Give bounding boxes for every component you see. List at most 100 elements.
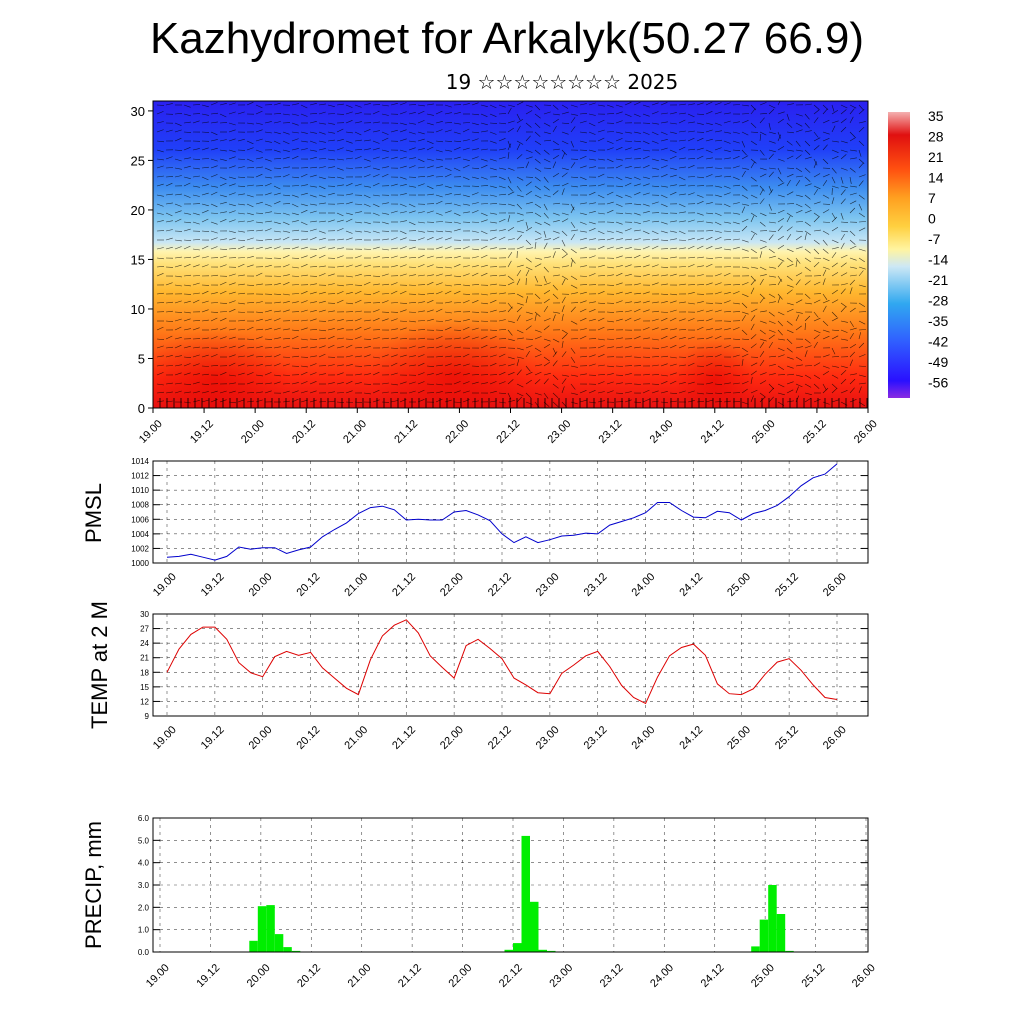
wind-barb (849, 332, 854, 340)
wind-barb (714, 194, 722, 198)
wind-barb (498, 176, 506, 180)
wind-barb (462, 164, 470, 169)
wind-barb (408, 112, 416, 115)
wind-barb (597, 212, 605, 215)
chart-subtitle: 19 ☆☆☆☆☆☆☆☆ 2025 (445, 70, 679, 94)
wind-barb (480, 230, 488, 235)
wind-barb (768, 212, 777, 214)
wind-barb (795, 167, 803, 173)
wind-barb (759, 342, 765, 349)
wind-barb (480, 272, 488, 277)
wind-barb (723, 328, 731, 331)
wind-barb (858, 329, 867, 331)
wind-barb (408, 381, 416, 385)
wind-barb (408, 246, 416, 250)
wind-barb (624, 238, 632, 241)
wind-barb (381, 202, 389, 205)
wind-barb (723, 365, 731, 368)
wind-barb (849, 257, 857, 261)
wind-barb (741, 203, 749, 206)
wind-barb (759, 338, 767, 342)
x-tick-label: 20.12 (294, 724, 322, 752)
wind-barb (696, 274, 704, 277)
wind-barb (408, 165, 416, 169)
wind-barb (552, 236, 560, 241)
precip-axis-label: PRECIP, mm (81, 821, 106, 949)
wind-barb (804, 233, 807, 241)
wind-barb (660, 311, 669, 313)
wind-barb (237, 292, 246, 295)
wind-barb (651, 245, 659, 250)
y-tick-label: 9 (145, 712, 150, 721)
wind-barb (255, 356, 264, 358)
wind-barb (705, 318, 713, 322)
wind-barb (354, 211, 362, 214)
wind-barb (777, 320, 784, 327)
wind-barb (525, 325, 532, 331)
wind-barb (678, 390, 686, 394)
wind-barb (516, 302, 524, 306)
wind-barb (498, 329, 507, 331)
wind-barb (156, 326, 164, 331)
wind-barb (552, 251, 556, 259)
x-tick-label: 26.00 (852, 418, 880, 446)
wind-barb (417, 230, 425, 233)
wind-barb (417, 301, 425, 304)
wind-barb (786, 257, 793, 263)
wind-barb (489, 194, 497, 197)
wind-barb (741, 239, 749, 243)
wind-barb (498, 371, 506, 376)
wind-barb (786, 329, 794, 334)
x-tick-label: 23.00 (547, 962, 575, 990)
wind-barb (669, 392, 678, 394)
wind-barb (408, 221, 416, 226)
wind-barb (732, 327, 740, 331)
wind-barb (525, 161, 530, 169)
wind-barb (840, 189, 846, 196)
wind-barb (327, 149, 335, 152)
wind-barb (714, 130, 722, 133)
wind-barb (417, 237, 425, 241)
colorbar-label: -28 (928, 293, 948, 309)
wind-barb (606, 274, 614, 277)
wind-barb (336, 203, 345, 205)
wind-barb (615, 238, 623, 241)
wind-barb (462, 246, 470, 250)
wind-barb (489, 221, 497, 224)
wind-barb (462, 353, 470, 358)
wind-barb (237, 138, 245, 142)
wind-barb (219, 122, 228, 124)
wind-barb (363, 148, 371, 151)
wind-barb (363, 275, 372, 277)
wind-barb (813, 383, 820, 389)
wind-barb (507, 252, 513, 259)
wind-barb (390, 156, 398, 160)
wind-barb (777, 167, 782, 175)
wind-barb (660, 165, 668, 169)
wind-barb (786, 284, 794, 288)
temp-frame (152, 613, 869, 717)
wind-barb (795, 311, 803, 314)
wind-barb (255, 149, 263, 153)
wind-barb (678, 130, 686, 133)
wind-barb (345, 264, 353, 268)
wind-barb (804, 392, 812, 395)
wind-barb (381, 293, 390, 295)
wind-barb (579, 399, 587, 403)
wind-barb (777, 338, 785, 341)
wind-barb (165, 176, 174, 178)
wind-barb (633, 401, 642, 403)
wind-barb (291, 148, 299, 151)
wind-barb (786, 179, 791, 187)
wind-barb (777, 354, 785, 358)
wind-barb (795, 364, 803, 367)
wind-barb (408, 320, 416, 323)
wind-barb (426, 146, 434, 151)
x-tick-label: 20.12 (294, 571, 322, 599)
wind-barb (831, 120, 839, 124)
wind-barb (714, 221, 722, 226)
wind-barb (264, 220, 272, 223)
wind-barb (255, 391, 263, 394)
wind-barb (453, 401, 462, 403)
wind-barb (354, 255, 362, 259)
